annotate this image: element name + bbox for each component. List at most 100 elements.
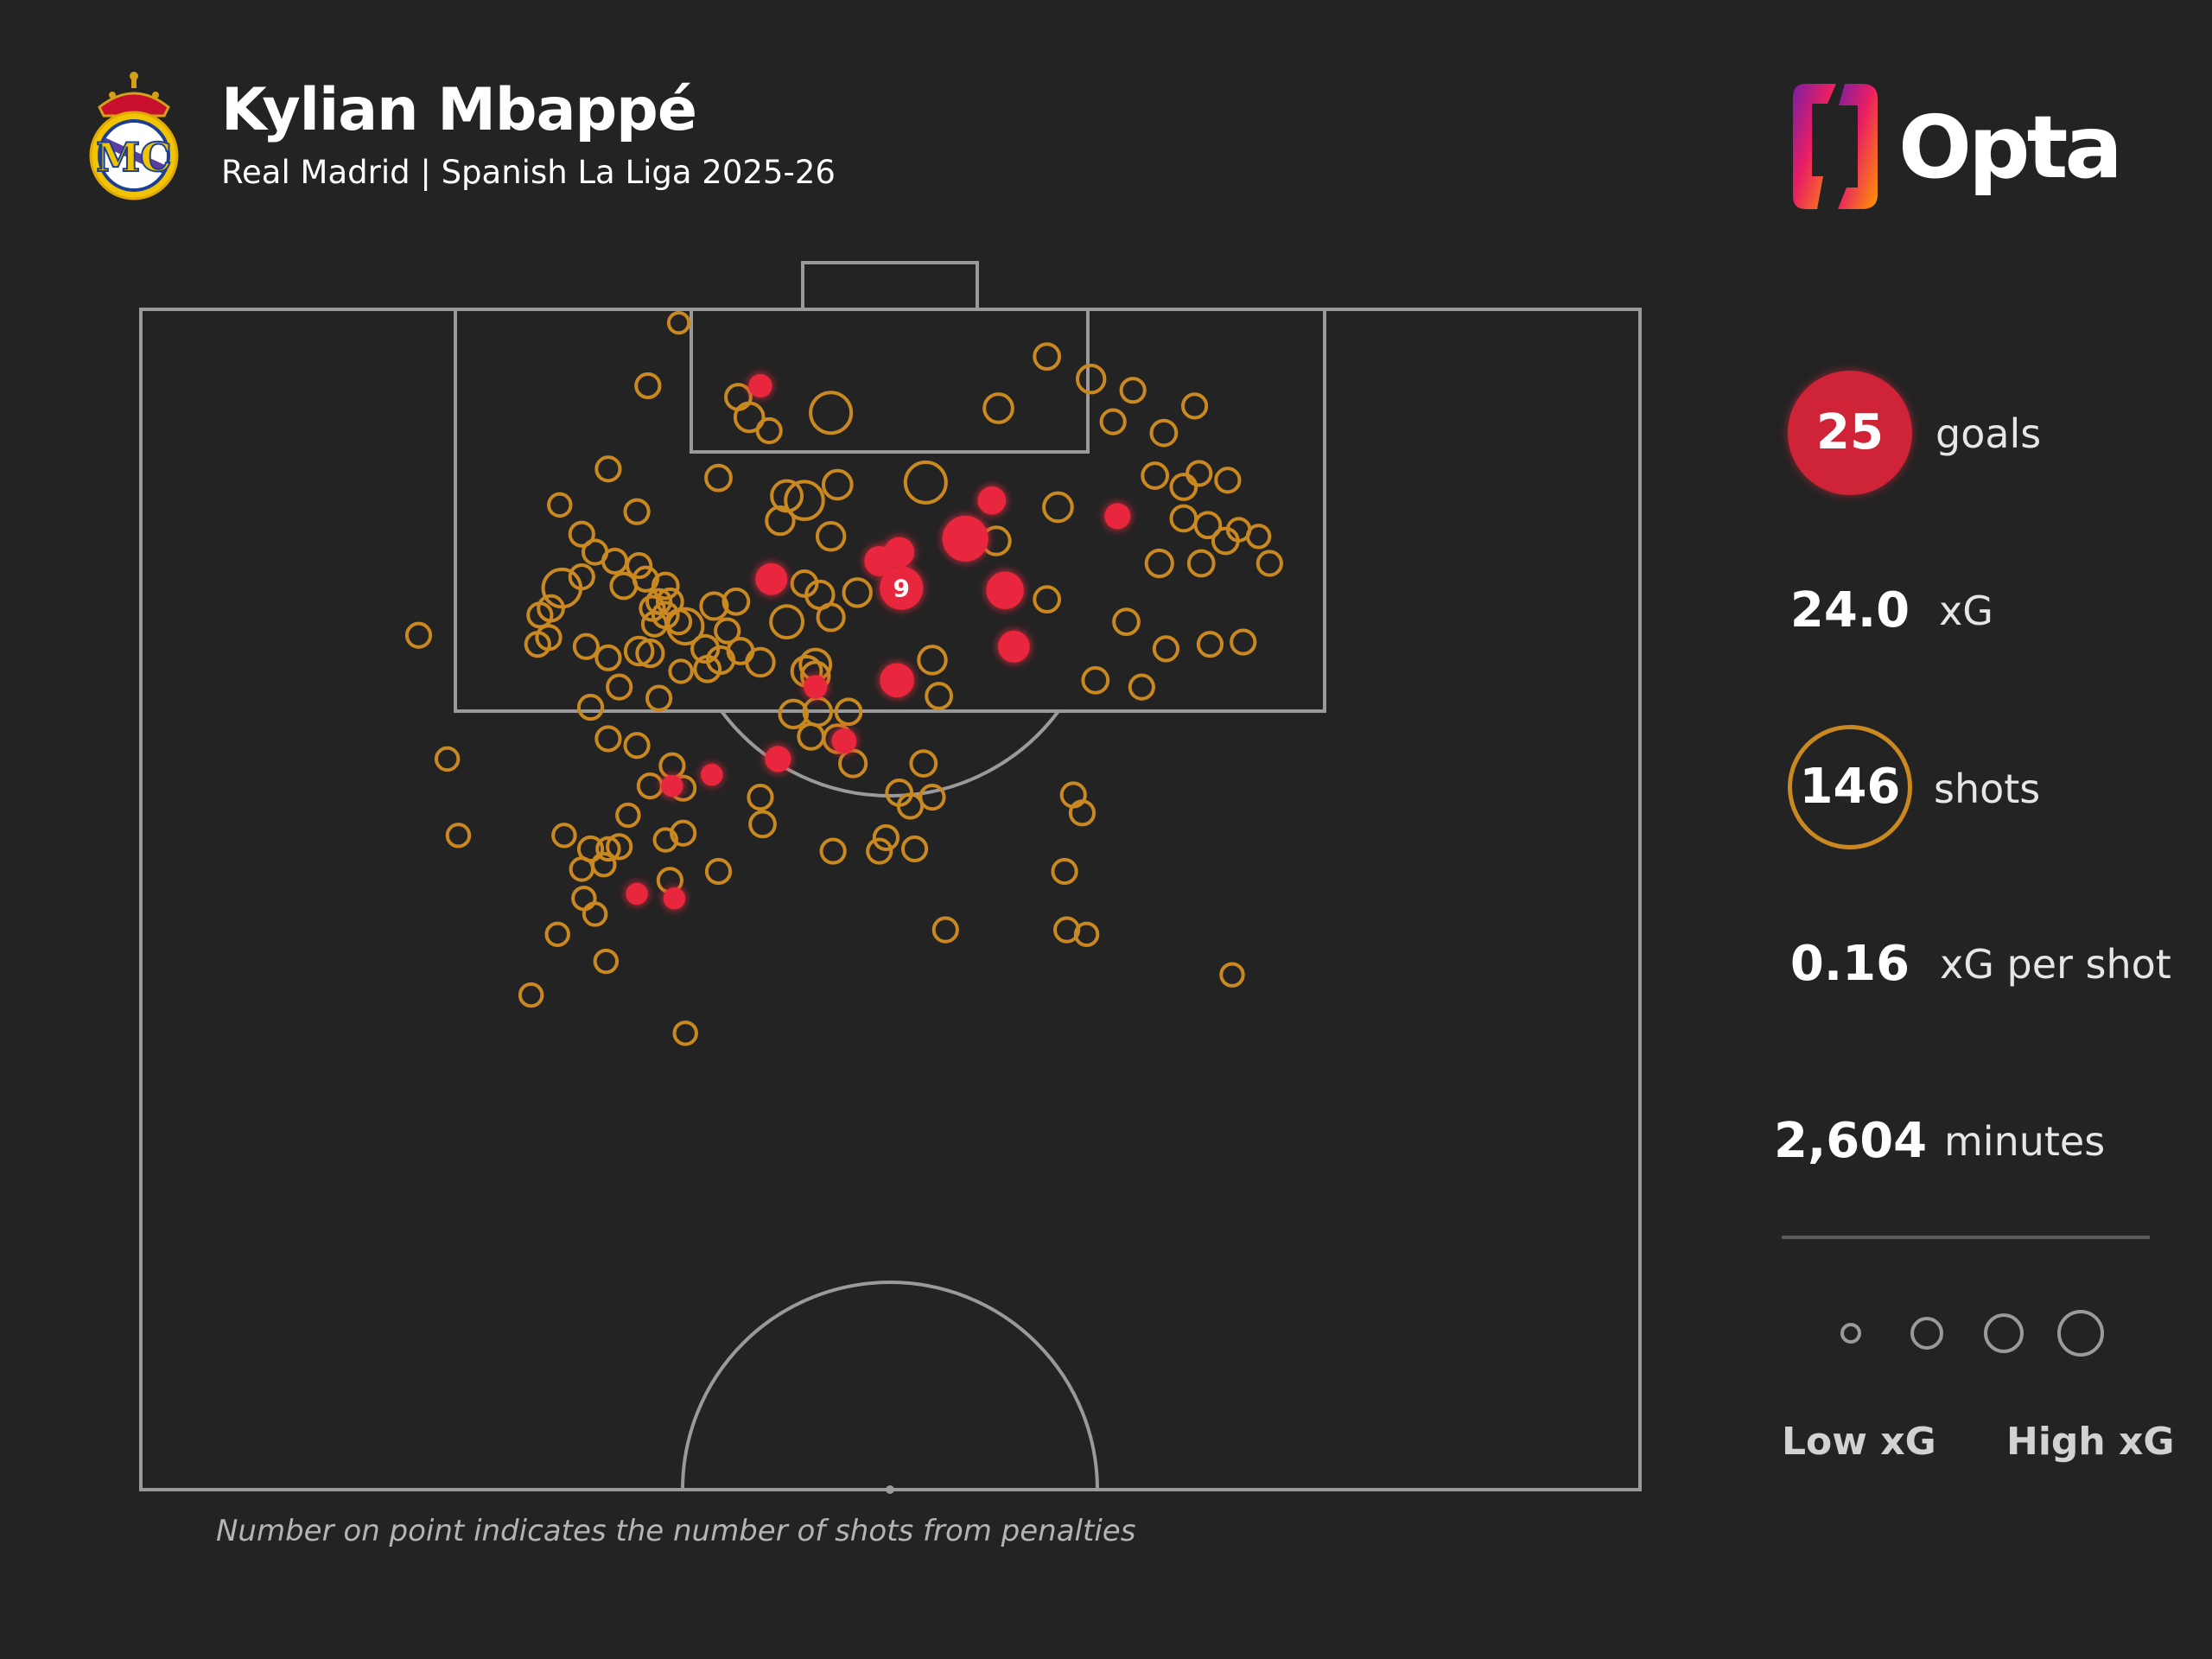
shot-point: [838, 748, 868, 779]
shot-point: [594, 725, 622, 753]
shot-point: [524, 631, 551, 658]
shot-point: [606, 833, 633, 861]
shot-point: [666, 310, 691, 335]
shot-point: [518, 982, 544, 1008]
shot-point: [747, 784, 774, 811]
shot-point: [917, 645, 948, 676]
shot-point: [909, 749, 938, 778]
shot-point: [591, 851, 617, 878]
shot-point: [1219, 962, 1245, 988]
opta-logo: Opta: [1793, 84, 2121, 209]
shot-point: [615, 802, 641, 829]
goal-point: [986, 571, 1024, 609]
shot-point: [1245, 524, 1272, 550]
shot-point: [1186, 549, 1216, 578]
footnote: Number on point indicates the number of …: [216, 1514, 1136, 1548]
goal-point: [942, 515, 988, 562]
goal-point: [884, 537, 915, 568]
legend-circle-m: [1984, 1313, 2024, 1353]
shot-point: [623, 732, 651, 760]
shot-point: [1211, 526, 1240, 556]
shot-point: [745, 646, 776, 678]
legend-circle-l: [2057, 1310, 2104, 1357]
shot-point: [670, 819, 697, 847]
shot-point: [547, 492, 573, 518]
shot-point: [714, 617, 741, 645]
shot-point: [784, 480, 825, 521]
crown-icon: [98, 72, 170, 118]
opta-wordmark: Opta: [1898, 97, 2120, 198]
shot-point: [982, 392, 1014, 424]
shot-point: [733, 401, 766, 434]
shot-point: [842, 577, 873, 608]
shot-point: [632, 565, 659, 593]
goals-label: goals: [1936, 410, 2042, 457]
shot-point: [623, 498, 651, 525]
shot-point: [1033, 585, 1062, 614]
shot-point: [595, 836, 621, 862]
shot-point: [834, 697, 863, 727]
goal-point: [997, 630, 1030, 663]
legend-low-label: Low xG: [1782, 1420, 1936, 1464]
shot-point: [1152, 635, 1180, 663]
shot-point: [594, 644, 622, 671]
shot-point: [594, 455, 622, 483]
shot-point: [699, 591, 729, 621]
goal-point: [755, 563, 788, 595]
shot-point: [668, 658, 694, 684]
shot-point: [1255, 550, 1283, 577]
shot-point: [866, 837, 893, 865]
centre-spot: [886, 1485, 894, 1494]
goal-point: [1104, 503, 1131, 530]
goal-point: [661, 774, 683, 798]
shots-badge: [1788, 725, 1912, 849]
shot-point: [572, 632, 600, 660]
shots-layer: [404, 310, 1283, 1046]
shot-point: [721, 587, 751, 616]
shot-point: [651, 571, 680, 601]
pitch-lines: [139, 261, 1642, 1494]
shot-point: [652, 827, 678, 853]
shot-point: [778, 698, 809, 730]
shot-point: [1081, 665, 1110, 695]
shot-point: [551, 823, 577, 849]
goals-badge: [1788, 371, 1912, 495]
goal-frame: [801, 261, 979, 311]
shot-point: [819, 837, 847, 865]
shot-point: [1119, 377, 1147, 404]
minutes-value: 2,604: [1774, 1113, 1928, 1169]
shot-point: [896, 792, 925, 820]
shot-point: [1128, 673, 1155, 701]
shot-point: [636, 772, 664, 800]
goal-point: [831, 728, 857, 753]
goals-value: 25: [1816, 404, 1884, 461]
shot-point: [765, 505, 796, 537]
legend-circle-xs: [1840, 1323, 1861, 1344]
shot-point: [903, 460, 948, 505]
shot-point: [623, 635, 655, 667]
shot-point: [1075, 363, 1107, 395]
shot-point: [815, 521, 847, 552]
shot-point: [1230, 628, 1257, 656]
penalty-arc: [720, 709, 1060, 798]
shot-point: [658, 752, 686, 779]
xg-label: xG: [1939, 588, 1993, 634]
shot-point: [704, 463, 733, 493]
shot-point: [571, 885, 597, 912]
shot-point: [1144, 548, 1174, 579]
svg-text:MC: MC: [96, 134, 172, 181]
shot-point: [582, 901, 608, 927]
legend-high-label: High xG: [2006, 1420, 2175, 1464]
xg-value: 24.0: [1789, 582, 1910, 639]
shot-point: [672, 1020, 698, 1046]
shot-point: [1042, 491, 1074, 524]
player-name: Kylian Mbappé: [221, 76, 697, 144]
shot-point: [645, 684, 673, 712]
centre-circle-arc: [681, 1281, 1099, 1491]
shot-point: [1099, 408, 1127, 435]
shot-point: [704, 857, 733, 886]
shot-point: [1196, 631, 1224, 658]
goal-point: [977, 486, 1007, 515]
shot-point: [1169, 504, 1198, 533]
shot-point: [1073, 921, 1100, 948]
